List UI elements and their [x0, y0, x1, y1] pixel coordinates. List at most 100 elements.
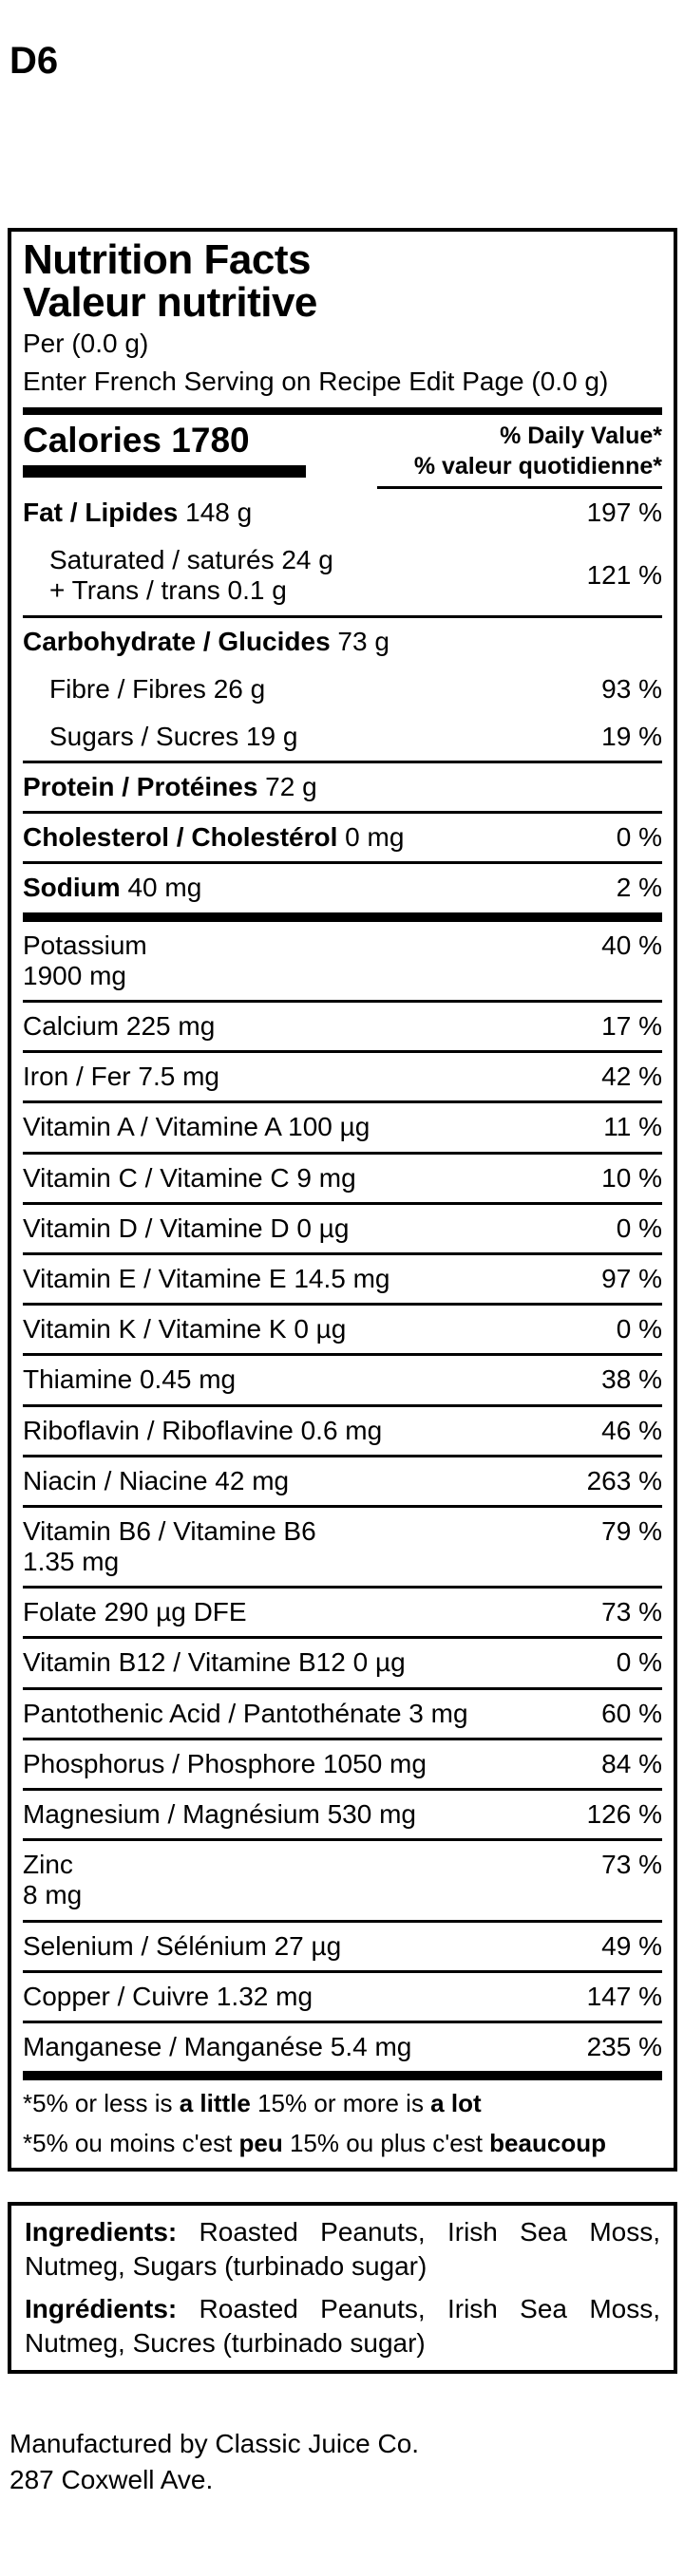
doc-code: D6 [10, 40, 59, 82]
nutrient-row: Sugars / Sucres 19 g 19 % [23, 713, 662, 761]
footnote-en: *5% or less is a little 15% or more is a… [23, 2089, 482, 2118]
ingredients-fr: Ingrédients: Roasted Peanuts, Irish Sea … [25, 2293, 660, 2358]
nutrient-name: Fat / Lipides 148 g [23, 497, 253, 527]
nutrient-daily-value: 73 % [601, 1850, 662, 1880]
nutrient-row: Saturated / saturés 24 g + Trans / trans … [23, 536, 662, 614]
nutrient-row: Cholesterol / Cholestérol 0 mg 0 % [23, 811, 662, 861]
thick-rule [23, 2071, 662, 2081]
nutrient-row: Protein / Protéines 72 g [23, 761, 662, 811]
nutrient-name: Folate 290 µg DFE [23, 1597, 247, 1627]
nutrient-daily-value: 235 % [586, 2031, 662, 2061]
nutrient-daily-value: 263 % [586, 1465, 662, 1495]
nutrient-name: Riboflavin / Riboflavine 0.6 mg [23, 1415, 383, 1445]
nutrient-name: Thiamine 0.45 mg [23, 1364, 237, 1395]
nutrient-row: Vitamin K / Vitamine K 0 µg 0 % [23, 1303, 662, 1353]
nutrient-row: Fat / Lipides 148 g 197 % [23, 489, 662, 536]
nutrient-row: Vitamin D / Vitamine D 0 µg 0 % [23, 1201, 662, 1252]
thick-rule [23, 912, 662, 922]
nutrient-row: Thiamine 0.45 mg 38 % [23, 1353, 662, 1403]
nutrient-daily-value: 10 % [601, 1162, 662, 1193]
nutrient-row: Phosphorus / Phosphore 1050 mg 84 % [23, 1737, 662, 1788]
nutrient-daily-value: 0 % [616, 1213, 662, 1243]
nutrient-daily-value: 147 % [586, 1981, 662, 2011]
nutrient-name: Vitamin A / Vitamine A 100 µg [23, 1112, 370, 1142]
serving-size-line: Per (0.0 g) [23, 328, 149, 358]
nutrient-row: Vitamin B12 / Vitamine B12 0 µg 0 % [23, 1636, 662, 1686]
nutrient-row: Selenium / Sélénium 27 µg 49 % [23, 1919, 662, 1970]
nutrient-name: Niacin / Niacine 42 mg [23, 1465, 290, 1495]
nutrient-name: Vitamin D / Vitamine D 0 µg [23, 1213, 350, 1243]
nutrient-row: Copper / Cuivre 1.32 mg 147 % [23, 1969, 662, 2021]
nutrient-row: Folate 290 µg DFE 73 % [23, 1586, 662, 1636]
nutrient-name: Vitamin K / Vitamine K 0 µg [23, 1314, 347, 1344]
nutrient-name: Vitamin B12 / Vitamine B12 0 µg [23, 1647, 406, 1678]
nutrient-name: Phosphorus / Phosphore 1050 mg [23, 1748, 427, 1778]
nutrient-daily-value: 42 % [601, 1062, 662, 1092]
nutrient-name: Pantothenic Acid / Pantothénate 3 mg [23, 1698, 468, 1728]
nutrient-daily-value: 49 % [601, 1930, 662, 1961]
nutrient-daily-value: 2 % [616, 873, 662, 903]
nutrient-daily-value: 40 % [601, 930, 662, 960]
nutrient-daily-value: 11 % [603, 1112, 662, 1142]
nutrient-name: Vitamin C / Vitamine C 9 mg [23, 1162, 356, 1193]
nutrient-name: Potassium 1900 mg [23, 930, 147, 990]
nutrient-daily-value: 84 % [601, 1748, 662, 1778]
nutrient-daily-value: 0 % [616, 1314, 662, 1344]
nutrient-name: Cholesterol / Cholestérol 0 mg [23, 822, 405, 853]
ingredients-en: Ingredients: Roasted Peanuts, Irish Sea … [25, 2216, 660, 2282]
manufacturer-line-1: Manufactured by Classic Juice Co. [10, 2429, 420, 2459]
nutrient-name: Sodium 40 mg [23, 873, 202, 903]
daily-value-header-en: % Daily Value* [500, 422, 662, 449]
nutrient-row: Riboflavin / Riboflavine 0.6 mg 46 % [23, 1403, 662, 1455]
manufacturer-info: Manufactured by Classic Juice Co. 287 Co… [10, 2426, 684, 2498]
nutrient-row: Potassium 1900 mg 40 % [23, 922, 662, 1000]
nutrient-daily-value: 0 % [616, 822, 662, 853]
nutrient-daily-value: 60 % [601, 1698, 662, 1728]
nutrient-daily-value: 38 % [601, 1364, 662, 1395]
nutrient-row: Vitamin B6 / Vitamine B6 1.35 mg 79 % [23, 1504, 662, 1586]
nutrient-row: Magnesium / Magnésium 530 mg 126 % [23, 1788, 662, 1838]
nutrient-name: Magnesium / Magnésium 530 mg [23, 1799, 416, 1829]
nutrient-name: Calcium 225 mg [23, 1011, 216, 1041]
nutrient-name: Vitamin B6 / Vitamine B6 1.35 mg [23, 1515, 316, 1577]
footnote-fr: *5% ou moins c'est peu 15% ou plus c'est… [23, 2128, 606, 2157]
nutrient-daily-value: 0 % [616, 1647, 662, 1678]
nutrient-daily-value: 19 % [601, 721, 662, 751]
nutrient-row: Manganese / Manganése 5.4 mg 235 % [23, 2020, 662, 2071]
nutrient-row: Vitamin C / Vitamine C 9 mg 10 % [23, 1151, 662, 1202]
nutrient-row: Vitamin A / Vitamine A 100 µg 11 % [23, 1100, 662, 1151]
nutrient-name: Iron / Fer 7.5 mg [23, 1062, 219, 1092]
nutrient-row: Fibre / Fibres 26 g 93 % [23, 666, 662, 713]
nutrient-daily-value: 93 % [601, 673, 662, 704]
nutrient-name: Saturated / saturés 24 g + Trans / trans … [49, 545, 333, 606]
nutrient-row: Pantothenic Acid / Pantothénate 3 mg 60 % [23, 1686, 662, 1738]
nutrient-daily-value: 97 % [601, 1263, 662, 1293]
nf-title-fr: Valeur nutritive [23, 278, 317, 326]
serving-size-line-fr: Enter French Serving on Recipe Edit Page… [23, 367, 609, 397]
nutrient-daily-value: 121 % [586, 560, 662, 591]
nutrient-daily-value: 73 % [601, 1597, 662, 1627]
micro-rows: Potassium 1900 mg 40 % Calcium 225 mg 17 % Ir… [23, 922, 662, 2072]
nutrient-daily-value: 126 % [586, 1799, 662, 1829]
ingredients-panel: Ingredients: Roasted Peanuts, Irish Sea … [8, 2201, 677, 2375]
nutrient-row: Vitamin E / Vitamine E 14.5 mg 97 % [23, 1251, 662, 1303]
calories-row: Calories 1780 % Daily Value* % valeur qu… [23, 421, 662, 489]
nutrient-name: Fibre / Fibres 26 g [49, 673, 266, 704]
nutrient-name: Sugars / Sucres 19 g [49, 721, 298, 751]
nutrient-row: Zinc 8 mg 73 % [23, 1838, 662, 1919]
nutrient-daily-value: 46 % [601, 1415, 662, 1445]
nutrient-name: Protein / Protéines 72 g [23, 772, 317, 802]
daily-value-header-fr: % valeur quotidienne* [413, 452, 662, 479]
manufacturer-line-2: 287 Coxwell Ave. [10, 2465, 214, 2495]
nutrition-facts-panel: Nutrition Facts Valeur nutritive Per (0.… [8, 228, 677, 2172]
nutrient-name: Selenium / Sélénium 27 µg [23, 1930, 342, 1961]
nutrient-daily-value: 197 % [586, 497, 662, 527]
nutrient-row: Sodium 40 mg 2 % [23, 861, 662, 912]
nutrient-name: Vitamin E / Vitamine E 14.5 mg [23, 1263, 390, 1293]
macro-rows: Fat / Lipides 148 g 197 % Saturated / satu… [23, 489, 662, 912]
nutrient-name: Carbohydrate / Glucides 73 g [23, 626, 390, 656]
nutrient-daily-value: 17 % [601, 1011, 662, 1041]
nf-title-en: Nutrition Facts [23, 236, 311, 283]
nutrient-row: Iron / Fer 7.5 mg 42 % [23, 1050, 662, 1100]
nutrient-name: Zinc 8 mg [23, 1850, 83, 1910]
